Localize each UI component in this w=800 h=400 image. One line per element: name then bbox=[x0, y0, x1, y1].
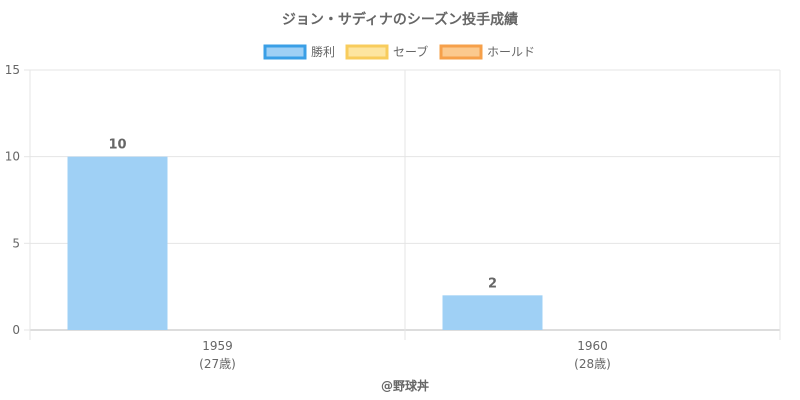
bar-0 bbox=[442, 295, 543, 330]
chart-title: ジョン・サディナのシーズン投手成績 bbox=[282, 11, 518, 28]
x-tick-label-year: 1959 bbox=[202, 339, 233, 353]
legend-swatch bbox=[439, 44, 483, 60]
axes: 0 5 10 15 1959 (27歳) 1960 (28歳) bbox=[5, 63, 611, 371]
legend-label: ホールド bbox=[487, 45, 535, 59]
y-tick-label: 15 bbox=[5, 63, 20, 77]
bar-0 bbox=[67, 156, 168, 330]
x-tick-label-year: 1960 bbox=[577, 339, 608, 353]
y-tick-label: 5 bbox=[12, 236, 20, 250]
y-tick-label: 0 bbox=[12, 323, 20, 337]
data-label: 10 bbox=[108, 138, 126, 153]
x-tick-label-age: (28歳) bbox=[574, 357, 611, 371]
watermark: @野球丼 bbox=[381, 378, 429, 393]
data-label: 2 bbox=[488, 276, 497, 291]
legend-label: セーブ bbox=[393, 44, 428, 59]
legend-label: 勝利 bbox=[311, 44, 335, 59]
legend-swatch bbox=[345, 44, 389, 60]
legend-swatch bbox=[263, 44, 307, 60]
x-tick-label-age: (27歳) bbox=[199, 357, 236, 371]
y-tick-label: 10 bbox=[5, 150, 20, 164]
legend: 勝利 セーブ ホールド bbox=[263, 44, 535, 60]
bars: 10 2 bbox=[67, 138, 543, 330]
